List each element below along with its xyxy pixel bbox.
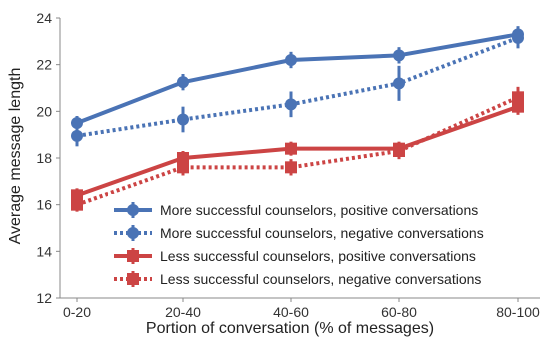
x-tick-label: 0-20 bbox=[63, 304, 91, 320]
data-point bbox=[71, 189, 83, 202]
series-layer bbox=[71, 26, 524, 212]
legend-label: Less successful counselors, negative con… bbox=[160, 271, 481, 287]
data-point bbox=[71, 198, 83, 211]
y-axis-title: Average message length bbox=[7, 68, 24, 245]
axes: 12 14 16 18 20 22 24 0-20 20-40 40-60 60-80 80-100 bbox=[36, 10, 540, 320]
x-tick-label: 60-80 bbox=[381, 304, 417, 320]
series-2 bbox=[71, 27, 524, 147]
x-tick-label: 20-40 bbox=[165, 304, 201, 320]
series-3 bbox=[71, 98, 524, 203]
data-point bbox=[71, 129, 83, 142]
series-line bbox=[76, 95, 519, 207]
y-tick-label: 22 bbox=[36, 57, 52, 73]
y-tick-label: 14 bbox=[36, 243, 52, 259]
data-point bbox=[177, 161, 189, 174]
data-point bbox=[393, 77, 405, 90]
series-1 bbox=[71, 26, 524, 130]
x-tick-label: 40-60 bbox=[273, 304, 309, 320]
legend-label: Less successful counselors, positive con… bbox=[160, 248, 476, 264]
data-point bbox=[177, 76, 189, 89]
data-point bbox=[71, 117, 83, 129]
y-tick-label: 18 bbox=[36, 150, 52, 166]
series-line bbox=[76, 104, 519, 198]
legend-label: More successful counselors, negative con… bbox=[160, 225, 484, 241]
x-axis-title: Portion of conversation (% of messages) bbox=[146, 320, 434, 337]
data-point bbox=[127, 204, 139, 216]
data-point bbox=[512, 31, 524, 44]
legend-entry: More successful counselors, negative con… bbox=[114, 225, 484, 241]
data-point bbox=[285, 142, 297, 155]
data-point bbox=[127, 227, 139, 239]
y-tick-label: 16 bbox=[36, 197, 52, 213]
legend: More successful counselors, positive con… bbox=[108, 194, 540, 288]
data-point bbox=[285, 54, 297, 66]
data-point bbox=[393, 49, 405, 62]
data-point bbox=[285, 161, 297, 174]
data-point bbox=[285, 98, 297, 111]
legend-entry: Less successful counselors, negative con… bbox=[114, 271, 481, 287]
legend-label: More successful counselors, positive con… bbox=[160, 202, 478, 218]
data-point bbox=[127, 250, 139, 262]
series-line bbox=[76, 32, 519, 125]
y-tick-label: 20 bbox=[36, 103, 52, 119]
y-tick-label: 24 bbox=[36, 10, 52, 26]
data-point bbox=[177, 152, 189, 164]
legend-entry: Less successful counselors, positive con… bbox=[114, 248, 476, 264]
series-line bbox=[76, 35, 519, 138]
y-tick-label: 12 bbox=[36, 290, 52, 306]
legend-box bbox=[108, 194, 540, 288]
legend-entry: More successful counselors, positive con… bbox=[114, 202, 478, 218]
data-point bbox=[177, 113, 189, 126]
x-tick-label: 80-100 bbox=[496, 304, 540, 320]
data-point bbox=[393, 145, 405, 157]
data-point bbox=[512, 91, 524, 104]
series-4 bbox=[71, 86, 524, 212]
data-point bbox=[127, 273, 139, 285]
